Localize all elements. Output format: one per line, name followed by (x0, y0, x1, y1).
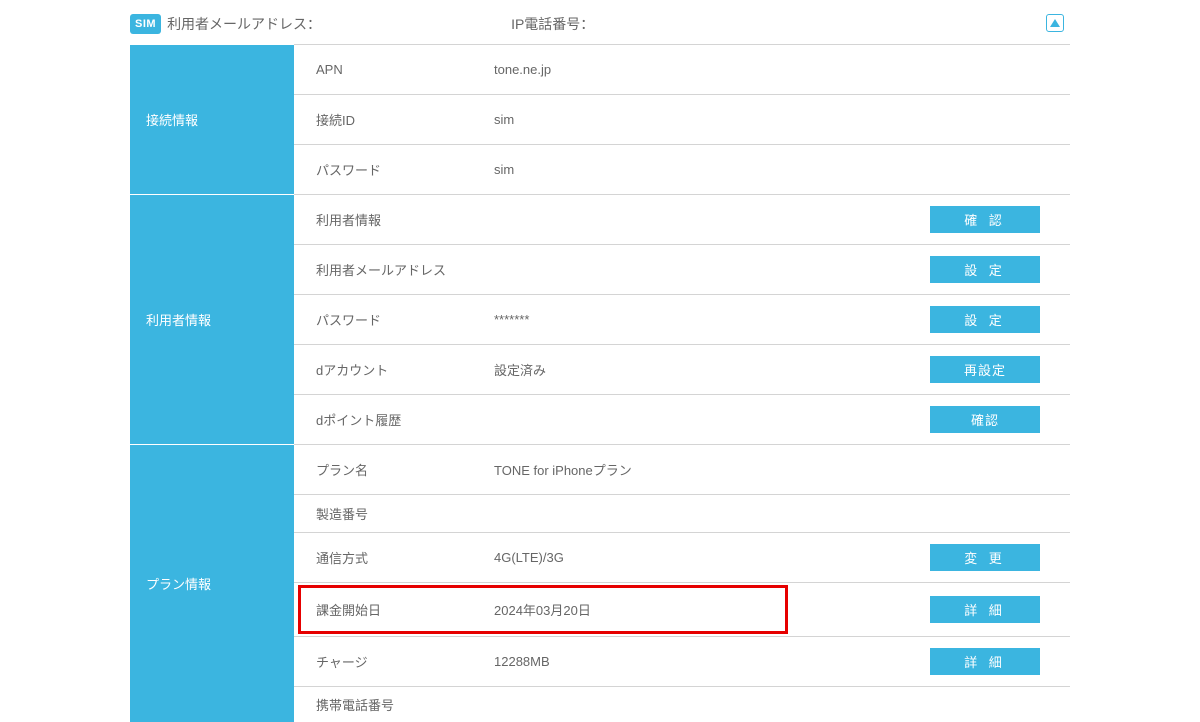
row-mobile-number: 携帯電話番号 (294, 686, 1070, 722)
row-serial: 製造番号 (294, 494, 1070, 532)
row-mobile-number-label: 携帯電話番号 (294, 695, 494, 714)
row-charge-value: 12288MB (494, 654, 920, 669)
row-d-account-value: 設定済み (494, 360, 920, 379)
section-user-title: 利用者情報 (130, 194, 294, 444)
row-user-password-label: パスワード (294, 310, 494, 329)
user-email-header-label: 利用者メールアドレス： (167, 14, 321, 34)
row-comm-type-value: 4G(LTE)/3G (494, 550, 920, 565)
row-connect-password-value: sim (494, 162, 920, 177)
row-billing-start: 課金開始日 2024年03月20日 詳 細 (294, 582, 1070, 636)
row-user-info-label: 利用者情報 (294, 210, 494, 229)
set-user-email-button[interactable]: 設 定 (930, 256, 1040, 283)
row-connect-id: 接続ID sim (294, 94, 1070, 144)
row-plan-name-label: プラン名 (294, 460, 494, 479)
set-user-password-button[interactable]: 設 定 (930, 306, 1040, 333)
sim-badge: SIM (130, 14, 161, 34)
info-table: 接続情報 APN tone.ne.jp 接続ID sim パスワード sim (130, 44, 1070, 722)
row-plan-name-value: TONE for iPhoneプラン (494, 460, 920, 479)
detail-charge-button[interactable]: 詳 細 (930, 648, 1040, 675)
row-connect-id-value: sim (494, 112, 920, 127)
row-billing-start-label: 課金開始日 (294, 600, 494, 619)
confirm-user-info-button[interactable]: 確 認 (930, 206, 1040, 233)
panel-header: SIM 利用者メールアドレス： IP電話番号： (130, 8, 1070, 44)
row-apn-value: tone.ne.jp (494, 62, 920, 77)
row-billing-start-value: 2024年03月20日 (494, 600, 920, 619)
row-user-password: パスワード ******* 設 定 (294, 294, 1070, 344)
row-comm-type-label: 通信方式 (294, 548, 494, 567)
reset-d-account-button[interactable]: 再設定 (930, 356, 1040, 383)
row-plan-name: プラン名 TONE for iPhoneプラン (294, 444, 1070, 494)
row-d-point-history-label: dポイント履歴 (294, 410, 494, 429)
row-connect-password: パスワード sim (294, 144, 1070, 194)
row-user-password-value: ******* (494, 312, 920, 327)
detail-billing-button[interactable]: 詳 細 (930, 596, 1040, 623)
row-apn: APN tone.ne.jp (294, 44, 1070, 94)
ip-phone-header-label: IP電話番号： (511, 14, 594, 34)
row-apn-label: APN (294, 62, 494, 77)
section-connection: 接続情報 APN tone.ne.jp 接続ID sim パスワード sim (130, 44, 1070, 194)
section-plan-title: プラン情報 (130, 444, 294, 722)
row-connect-password-label: パスワード (294, 160, 494, 179)
row-user-email-label: 利用者メールアドレス (294, 260, 494, 279)
row-comm-type: 通信方式 4G(LTE)/3G 変 更 (294, 532, 1070, 582)
row-charge-label: チャージ (294, 652, 494, 671)
row-connect-id-label: 接続ID (294, 110, 494, 129)
row-serial-label: 製造番号 (294, 504, 494, 523)
row-user-info: 利用者情報 確 認 (294, 194, 1070, 244)
row-d-account-label: dアカウント (294, 360, 494, 379)
confirm-d-point-button[interactable]: 確認 (930, 406, 1040, 433)
row-charge: チャージ 12288MB 詳 細 (294, 636, 1070, 686)
collapse-button[interactable] (1046, 14, 1064, 32)
settings-panel: SIM 利用者メールアドレス： IP電話番号： 接続情報 APN tone.ne… (130, 0, 1070, 722)
change-comm-type-button[interactable]: 変 更 (930, 544, 1040, 571)
row-d-account: dアカウント 設定済み 再設定 (294, 344, 1070, 394)
row-user-email: 利用者メールアドレス 設 定 (294, 244, 1070, 294)
section-plan: プラン情報 プラン名 TONE for iPhoneプラン 製造番号 通信方式 … (130, 444, 1070, 722)
chevron-up-icon (1050, 19, 1060, 27)
row-d-point-history: dポイント履歴 確認 (294, 394, 1070, 444)
section-user: 利用者情報 利用者情報 確 認 利用者メールアドレス 設 定 パスワード ***… (130, 194, 1070, 444)
section-connection-title: 接続情報 (130, 44, 294, 194)
